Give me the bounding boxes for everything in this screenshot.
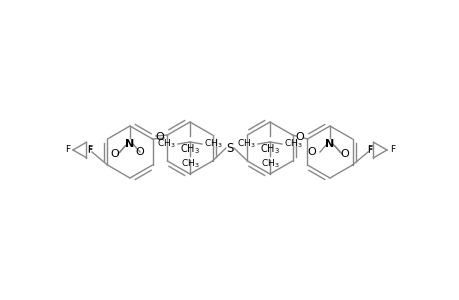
Text: CH$_3$: CH$_3$: [283, 138, 302, 150]
Text: F: F: [87, 146, 92, 155]
Text: CH$_3$: CH$_3$: [157, 138, 176, 150]
Text: N: N: [125, 139, 134, 149]
Text: CH$_3$: CH$_3$: [237, 138, 256, 150]
Text: CH$_3$: CH$_3$: [260, 158, 279, 170]
Text: F: F: [65, 146, 70, 154]
Text: F: F: [389, 146, 394, 154]
Text: F: F: [367, 146, 372, 155]
Text: N: N: [325, 139, 334, 149]
Text: S: S: [226, 142, 233, 154]
Text: O: O: [340, 149, 349, 159]
Text: O: O: [155, 132, 164, 142]
Text: O: O: [307, 147, 315, 157]
Text: CH$_3$: CH$_3$: [259, 142, 280, 156]
Text: O: O: [135, 147, 144, 157]
Text: F: F: [367, 145, 372, 154]
Text: CH$_3$: CH$_3$: [180, 158, 199, 170]
Text: F: F: [87, 145, 92, 154]
Text: CH$_3$: CH$_3$: [179, 142, 200, 156]
Text: O: O: [295, 132, 304, 142]
Text: CH$_3$: CH$_3$: [203, 138, 222, 150]
Text: O: O: [110, 149, 119, 159]
